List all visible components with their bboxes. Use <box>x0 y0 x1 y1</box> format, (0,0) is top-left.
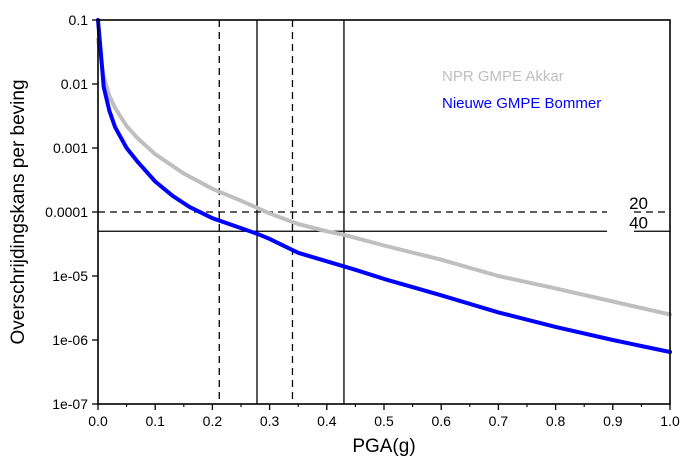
y-tick-label: 1e-05 <box>52 268 88 284</box>
x-tick-label: 0.4 <box>317 413 337 429</box>
reference-label: 40 <box>629 213 648 232</box>
x-axis: 0.0 0.1 0.2 0.3 0.4 0.5 0.6 0.7 0.8 0.9 1.0 <box>88 404 680 429</box>
legend-entry: NPR GMPE Akkar <box>442 68 564 85</box>
series-line <box>96 37 672 317</box>
x-tick-label: 0.5 <box>374 413 394 429</box>
y-tick-label: 0.1 <box>69 12 89 28</box>
x-axis-label: PGA(g) <box>352 436 415 457</box>
legend-entry: Nieuwe GMPE Bommer <box>442 95 601 112</box>
x-tick-label: 0.9 <box>603 413 623 429</box>
y-tick-label: 0.0001 <box>45 204 88 220</box>
y-axis-label: Overschrijdingskans per beving <box>8 79 29 344</box>
x-tick-label: 1.0 <box>660 413 680 429</box>
reference-lines <box>98 20 670 404</box>
x-tick-label: 0.1 <box>145 413 165 429</box>
y-tick-label: 1e-07 <box>52 396 88 412</box>
y-tick-label: 0.001 <box>53 140 88 156</box>
x-tick-label: 0.3 <box>260 413 280 429</box>
series-lines <box>96 18 672 354</box>
x-tick-label: 0.7 <box>489 413 509 429</box>
x-tick-label: 0.2 <box>203 413 223 429</box>
y-tick-label: 0.01 <box>61 76 88 92</box>
series-line <box>96 18 672 354</box>
x-tick-label: 0.8 <box>546 413 566 429</box>
y-tick-label: 1e-06 <box>52 332 88 348</box>
x-tick-label: 0.6 <box>431 413 451 429</box>
legend: NPR GMPE Akkar Nieuwe GMPE Bommer <box>442 68 601 112</box>
x-tick-label: 0.0 <box>88 413 108 429</box>
reference-label: 20 <box>629 194 648 213</box>
y-axis: 1e-07 1e-06 1e-05 0.0001 0.001 0.01 0.1 <box>45 12 98 412</box>
